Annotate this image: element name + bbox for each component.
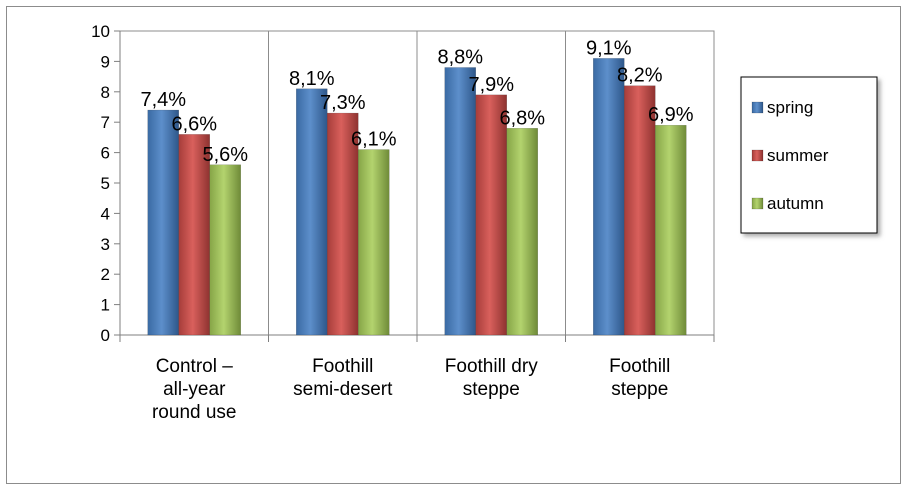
data-label-summer: 6,6% [171,113,217,135]
y-tick-label: 0 [101,326,110,345]
data-label-summer: 8,2% [617,65,663,87]
plot-area: 0 1 2 3 4 5 6 7 8 9 10 7,4% 8,1% 8,8% 9,1% 6,6% 7,3% 7,9%… [91,22,715,423]
legend: spring summer autumn [740,76,878,234]
data-label-spring: 9,1% [586,37,632,59]
y-tick-label: 4 [101,204,110,223]
y-tick-label: 6 [101,144,110,163]
data-label-autumn: 6,8% [499,107,545,129]
bar-autumn [655,124,687,336]
data-label-spring: 7,4% [140,89,186,111]
category-label: Foothill dry steppe [445,356,538,400]
y-tick-label: 5 [101,174,110,193]
data-label-summer: 7,9% [468,74,514,96]
y-tick-label: 10 [91,22,110,41]
category-label: Foothill semi-desert [293,356,393,400]
y-tick-label: 3 [101,235,110,254]
data-label-autumn: 6,1% [351,129,397,151]
bar-autumn [506,128,538,336]
y-tick-label: 2 [101,265,110,284]
category-label: Foothill steppe [609,356,670,400]
bar-autumn [358,149,390,336]
y-tick-label: 1 [101,296,110,315]
data-label-summer: 7,3% [320,92,366,114]
y-tick-label: 7 [101,113,110,132]
data-label-spring: 8,1% [289,68,335,90]
y-tick-label: 9 [101,52,110,71]
legend-box [740,76,878,234]
data-label-autumn: 6,9% [648,104,694,126]
legend-label-spring: spring [767,98,813,117]
legend-label-summer: summer [767,146,829,165]
data-label-autumn: 5,6% [202,144,248,166]
category-label: Control – all-year round use [152,356,237,423]
bar-spring [147,109,179,336]
y-tick-label: 8 [101,83,110,102]
bar-autumn [209,164,241,336]
bar-summer [327,112,359,336]
bar-spring [444,67,476,336]
legend-swatch-autumn [751,197,764,210]
bar-spring [296,88,328,336]
bar-summer [178,134,210,336]
bar-summer [475,94,507,336]
legend-swatch-summer [751,149,764,162]
legend-swatch-spring [751,101,764,114]
bar-spring [593,58,625,336]
legend-label-autumn: autumn [767,194,824,213]
data-label-spring: 8,8% [437,46,483,68]
